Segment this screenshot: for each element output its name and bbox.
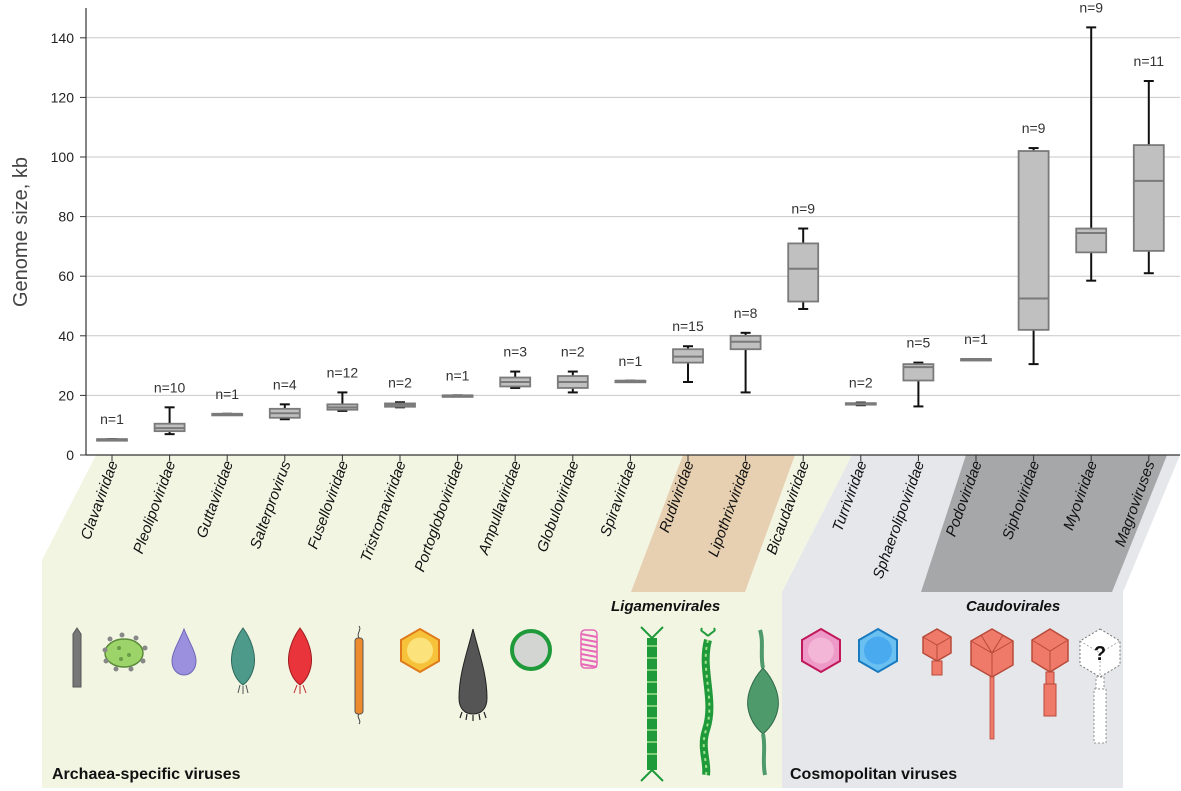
bottle-virion-icon [458, 628, 488, 721]
sample-size-label: n=2 [561, 344, 585, 360]
turreted-icosahedral-icon [801, 627, 841, 674]
sample-size-label: n=2 [388, 374, 412, 390]
spherical-virion-icon [510, 629, 552, 671]
ligamenvirales-band [631, 455, 795, 592]
y-axis-ticks: 0 20 40 60 80 100 120 140 [51, 30, 86, 463]
y-tick-label: 100 [51, 149, 75, 165]
box-iqr [1075, 227, 1108, 254]
sample-size-label: n=4 [273, 376, 297, 392]
coil-virion-icon [580, 629, 598, 669]
box-iqr [1017, 150, 1050, 331]
sample-size-label: n=12 [327, 364, 359, 380]
spherical-lipid-icosahedral-icon [858, 627, 898, 674]
sample-size-label: n=2 [849, 375, 873, 391]
box-spiraviridae: n=1 [614, 353, 647, 384]
box-series: n=1 n=10 n=1 n=4 n=12 n=2 n=1 n=3 n=2 n=1 n=15 n=8 n… [96, 0, 1165, 442]
box-rudiviridae: n=15 [672, 318, 704, 383]
sample-size-label: n=9 [791, 201, 815, 217]
box-guttaviridae: n=1 [211, 386, 244, 417]
sample-size-label: n=15 [672, 318, 704, 334]
long-tailed-phage-icon [970, 628, 1014, 740]
y-tick-label: 40 [58, 328, 74, 344]
box-iqr [1132, 144, 1165, 252]
y-tick-label: 140 [51, 30, 75, 46]
caudovirales-label: Caudovirales [966, 598, 1060, 615]
box-clavaviridae: n=1 [96, 411, 128, 442]
sample-size-label: n=8 [734, 305, 758, 321]
box-podoviridae: n=1 [960, 331, 992, 362]
unknown-phage-icon: ? [1079, 628, 1121, 744]
sample-size-label: n=5 [907, 335, 931, 351]
sample-size-label: n=1 [215, 386, 239, 402]
hexagonal-virion-icon [400, 627, 440, 674]
rod-virion-icon [72, 627, 82, 688]
box-iqr [787, 242, 820, 303]
box-fuselloviridae: n=12 [326, 364, 359, 412]
filamentous-green-virion-icon [640, 626, 664, 782]
box-lipothrixviridae: n=8 [729, 305, 762, 394]
box-turriviridae: n=2 [844, 375, 877, 407]
filament-virion-icon [354, 625, 364, 725]
ligamenvirales-label: Ligamenvirales [611, 598, 720, 615]
y-axis-title: Genome size, kb [10, 157, 32, 307]
box-globuloviridae: n=2 [556, 344, 589, 394]
sample-size-label: n=1 [619, 353, 643, 369]
y-tick-label: 20 [58, 387, 74, 403]
y-tick-label: 60 [58, 268, 74, 284]
sample-size-label: n=10 [154, 379, 186, 395]
archaea-group-label: Archaea-specific viruses [52, 766, 241, 783]
group-backgrounds [42, 455, 1180, 788]
spindle-tailed-virion-icon [231, 627, 255, 694]
cosmopolitan-group-label: Cosmopolitan viruses [790, 766, 957, 783]
sample-size-label: n=1 [964, 331, 988, 347]
box-tristromaviridae: n=2 [384, 374, 416, 409]
box-myoviridae: n=9 [1075, 0, 1108, 282]
virion-icons: ? [72, 625, 1121, 782]
box-sphaerolipoviridae: n=5 [902, 335, 935, 408]
contractile-tailed-phage-icon [1031, 628, 1069, 717]
sample-size-label: n=1 [100, 411, 124, 427]
y-tick-label: 0 [66, 447, 74, 463]
caudovirales-band [921, 455, 1167, 592]
box-iqr [902, 363, 935, 382]
sample-size-label: n=11 [1134, 53, 1165, 69]
y-tick-label: 80 [58, 209, 74, 225]
pleomorphic-virion-icon [102, 632, 148, 672]
box-portogloboviridae: n=1 [441, 367, 474, 398]
box-siphoviridae: n=9 [1017, 120, 1050, 366]
sample-size-label: n=3 [503, 344, 527, 360]
two-tailed-spindle-icon [747, 629, 779, 776]
y-tick-label: 120 [51, 89, 75, 105]
droplet-virion-icon [171, 627, 197, 676]
short-tailed-phage-icon [922, 628, 952, 676]
box-bicaudaviridae: n=9 [787, 201, 820, 310]
sample-size-label: n=1 [446, 367, 470, 383]
sample-size-label: n=9 [1022, 120, 1046, 136]
box-ampullaviridae: n=3 [499, 344, 532, 389]
unknown-phage-glyph: ? [1094, 643, 1106, 665]
box-magroviruses: n=11 [1132, 53, 1165, 275]
filamentous-wavy-virion-icon [699, 627, 716, 776]
spindle-red-virion-icon [288, 627, 312, 694]
box-pleolipoviridae: n=10 [153, 379, 186, 436]
gridlines [86, 37, 1180, 396]
box-salterprovirus: n=4 [268, 376, 301, 421]
sample-size-label: n=9 [1079, 0, 1103, 15]
